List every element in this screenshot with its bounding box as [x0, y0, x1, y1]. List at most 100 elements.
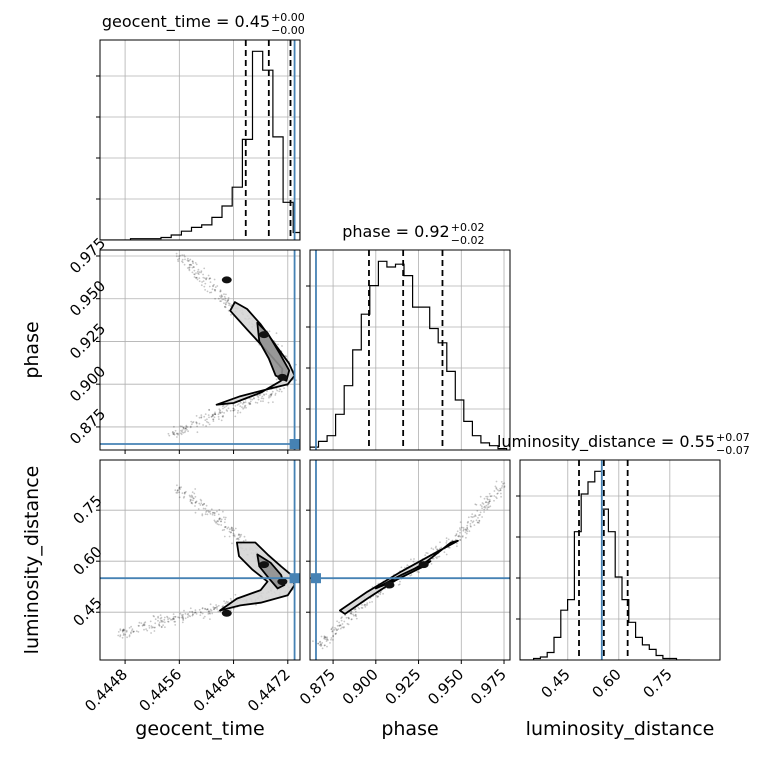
- sample-point: [142, 623, 145, 626]
- sample-point: [490, 495, 492, 498]
- sample-point: [479, 504, 482, 506]
- x-tick-label-phase: 0.900: [339, 665, 382, 708]
- sample-point: [214, 607, 217, 609]
- sample-point: [195, 263, 198, 266]
- sample-point: [448, 546, 451, 549]
- sample-point: [175, 255, 178, 258]
- sample-point: [122, 634, 125, 636]
- sample-point: [191, 266, 194, 269]
- sample-point: [500, 492, 502, 495]
- sample-point: [119, 634, 122, 637]
- sample-point: [338, 624, 341, 627]
- sample-point: [172, 617, 175, 620]
- sample-point: [124, 633, 127, 636]
- sample-point: [167, 432, 170, 435]
- sample-point: [191, 491, 194, 494]
- sample-point: [180, 429, 182, 432]
- sample-point: [190, 494, 193, 497]
- sample-point: [209, 612, 212, 615]
- sample-point: [213, 511, 216, 514]
- title-lower-error: −0.00: [271, 24, 305, 37]
- sample-point: [216, 510, 218, 513]
- sample-point: [438, 547, 441, 550]
- sample-point: [230, 313, 232, 316]
- sample-point: [137, 631, 140, 633]
- sample-point: [183, 609, 185, 612]
- sample-point: [201, 281, 204, 283]
- sample-point: [499, 487, 502, 490]
- sample-point: [430, 563, 433, 565]
- sample-point: [214, 288, 216, 291]
- sample-point: [189, 263, 191, 266]
- sample-point: [138, 625, 140, 627]
- sample-point: [223, 516, 225, 519]
- title-lower-error: −0.02: [451, 234, 485, 247]
- sample-point: [188, 266, 191, 269]
- sample-point: [214, 413, 217, 416]
- sample-point: [174, 615, 176, 618]
- sample-point: [346, 622, 349, 625]
- sample-point: [200, 270, 203, 273]
- sample-point: [181, 258, 184, 261]
- sample-point: [198, 422, 201, 425]
- sample-point: [209, 277, 212, 280]
- sample-point: [145, 628, 148, 630]
- sample-point: [283, 387, 285, 390]
- sample-point: [183, 255, 186, 258]
- sample-point: [338, 625, 341, 627]
- sample-point: [125, 630, 128, 633]
- sample-point: [497, 492, 499, 495]
- sample-point: [182, 427, 185, 430]
- sample-point: [257, 398, 260, 401]
- sample-point: [323, 636, 326, 639]
- sample-point: [323, 635, 326, 638]
- sample-point: [278, 390, 281, 393]
- sample-point: [341, 616, 343, 619]
- density-peak: [277, 578, 288, 586]
- sample-point: [181, 615, 184, 618]
- sample-point: [135, 630, 138, 633]
- sample-point: [181, 621, 184, 624]
- sample-point: [472, 520, 475, 523]
- sample-point: [219, 290, 222, 293]
- sample-point: [142, 624, 145, 627]
- sample-point: [410, 558, 412, 561]
- sample-point: [400, 566, 403, 569]
- sample-point: [227, 298, 230, 301]
- sample-point: [132, 630, 135, 633]
- panel-title-luminosity_distance: luminosity_distance = 0.55: [497, 432, 715, 452]
- sample-point: [238, 403, 240, 405]
- sample-point: [231, 529, 234, 532]
- sample-point: [371, 601, 373, 603]
- sample-point: [488, 501, 491, 503]
- sample-point: [214, 413, 217, 416]
- sample-point: [193, 266, 195, 269]
- sample-point: [353, 608, 356, 611]
- sample-point: [219, 411, 222, 414]
- sample-point: [228, 535, 231, 538]
- sample-point: [196, 431, 199, 434]
- sample-point: [462, 526, 465, 529]
- sample-point: [332, 634, 335, 637]
- sample-point: [206, 420, 208, 423]
- sample-point: [335, 632, 338, 635]
- sample-point: [158, 623, 161, 626]
- sample-point: [220, 295, 223, 297]
- x-tick-label-geocent_time: 0.4448: [81, 665, 131, 715]
- sample-point: [177, 258, 179, 261]
- sample-point: [210, 609, 213, 612]
- sample-point: [317, 642, 320, 645]
- sample-point: [212, 511, 214, 514]
- sample-point: [490, 495, 493, 497]
- sample-point: [477, 517, 479, 519]
- sample-point: [499, 489, 502, 491]
- sample-point: [242, 407, 245, 410]
- sample-point: [176, 433, 178, 435]
- sample-point: [219, 295, 221, 297]
- sample-point: [203, 615, 206, 618]
- sample-point: [196, 278, 199, 281]
- sample-point: [340, 617, 343, 620]
- sample-point: [122, 633, 125, 635]
- sample-point: [470, 515, 473, 518]
- sample-point: [221, 529, 224, 532]
